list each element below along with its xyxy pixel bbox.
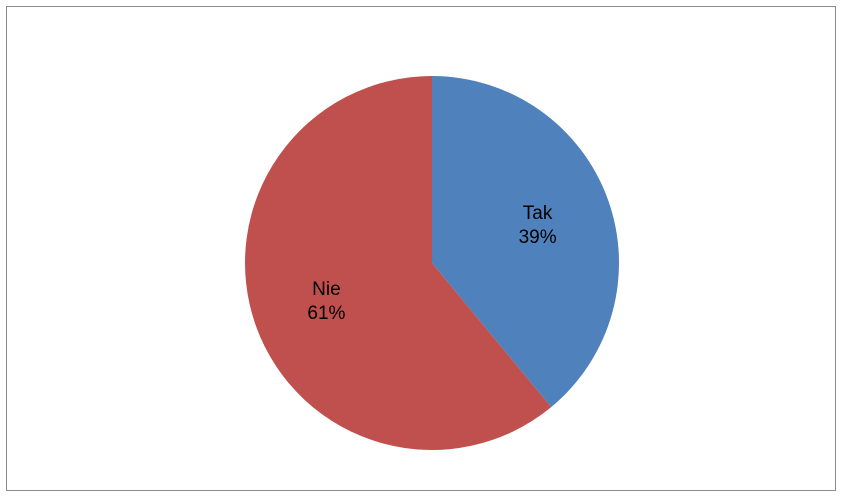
slice-category-label: Tak (523, 203, 553, 224)
pie-slice-nie (245, 76, 552, 450)
pie-chart: Tak 39% Nie 61% (245, 76, 620, 450)
slice-percent-label: 39% (519, 227, 557, 248)
slice-percent-label: 61% (307, 303, 345, 324)
pie-slice-tak (432, 76, 620, 408)
pie-labels: Tak 39% Nie 61% (307, 203, 556, 324)
slice-category-label: Nie (312, 279, 341, 300)
pie-slices (245, 76, 620, 450)
chart-frame: Tak 39% Nie 61% (6, 6, 836, 491)
